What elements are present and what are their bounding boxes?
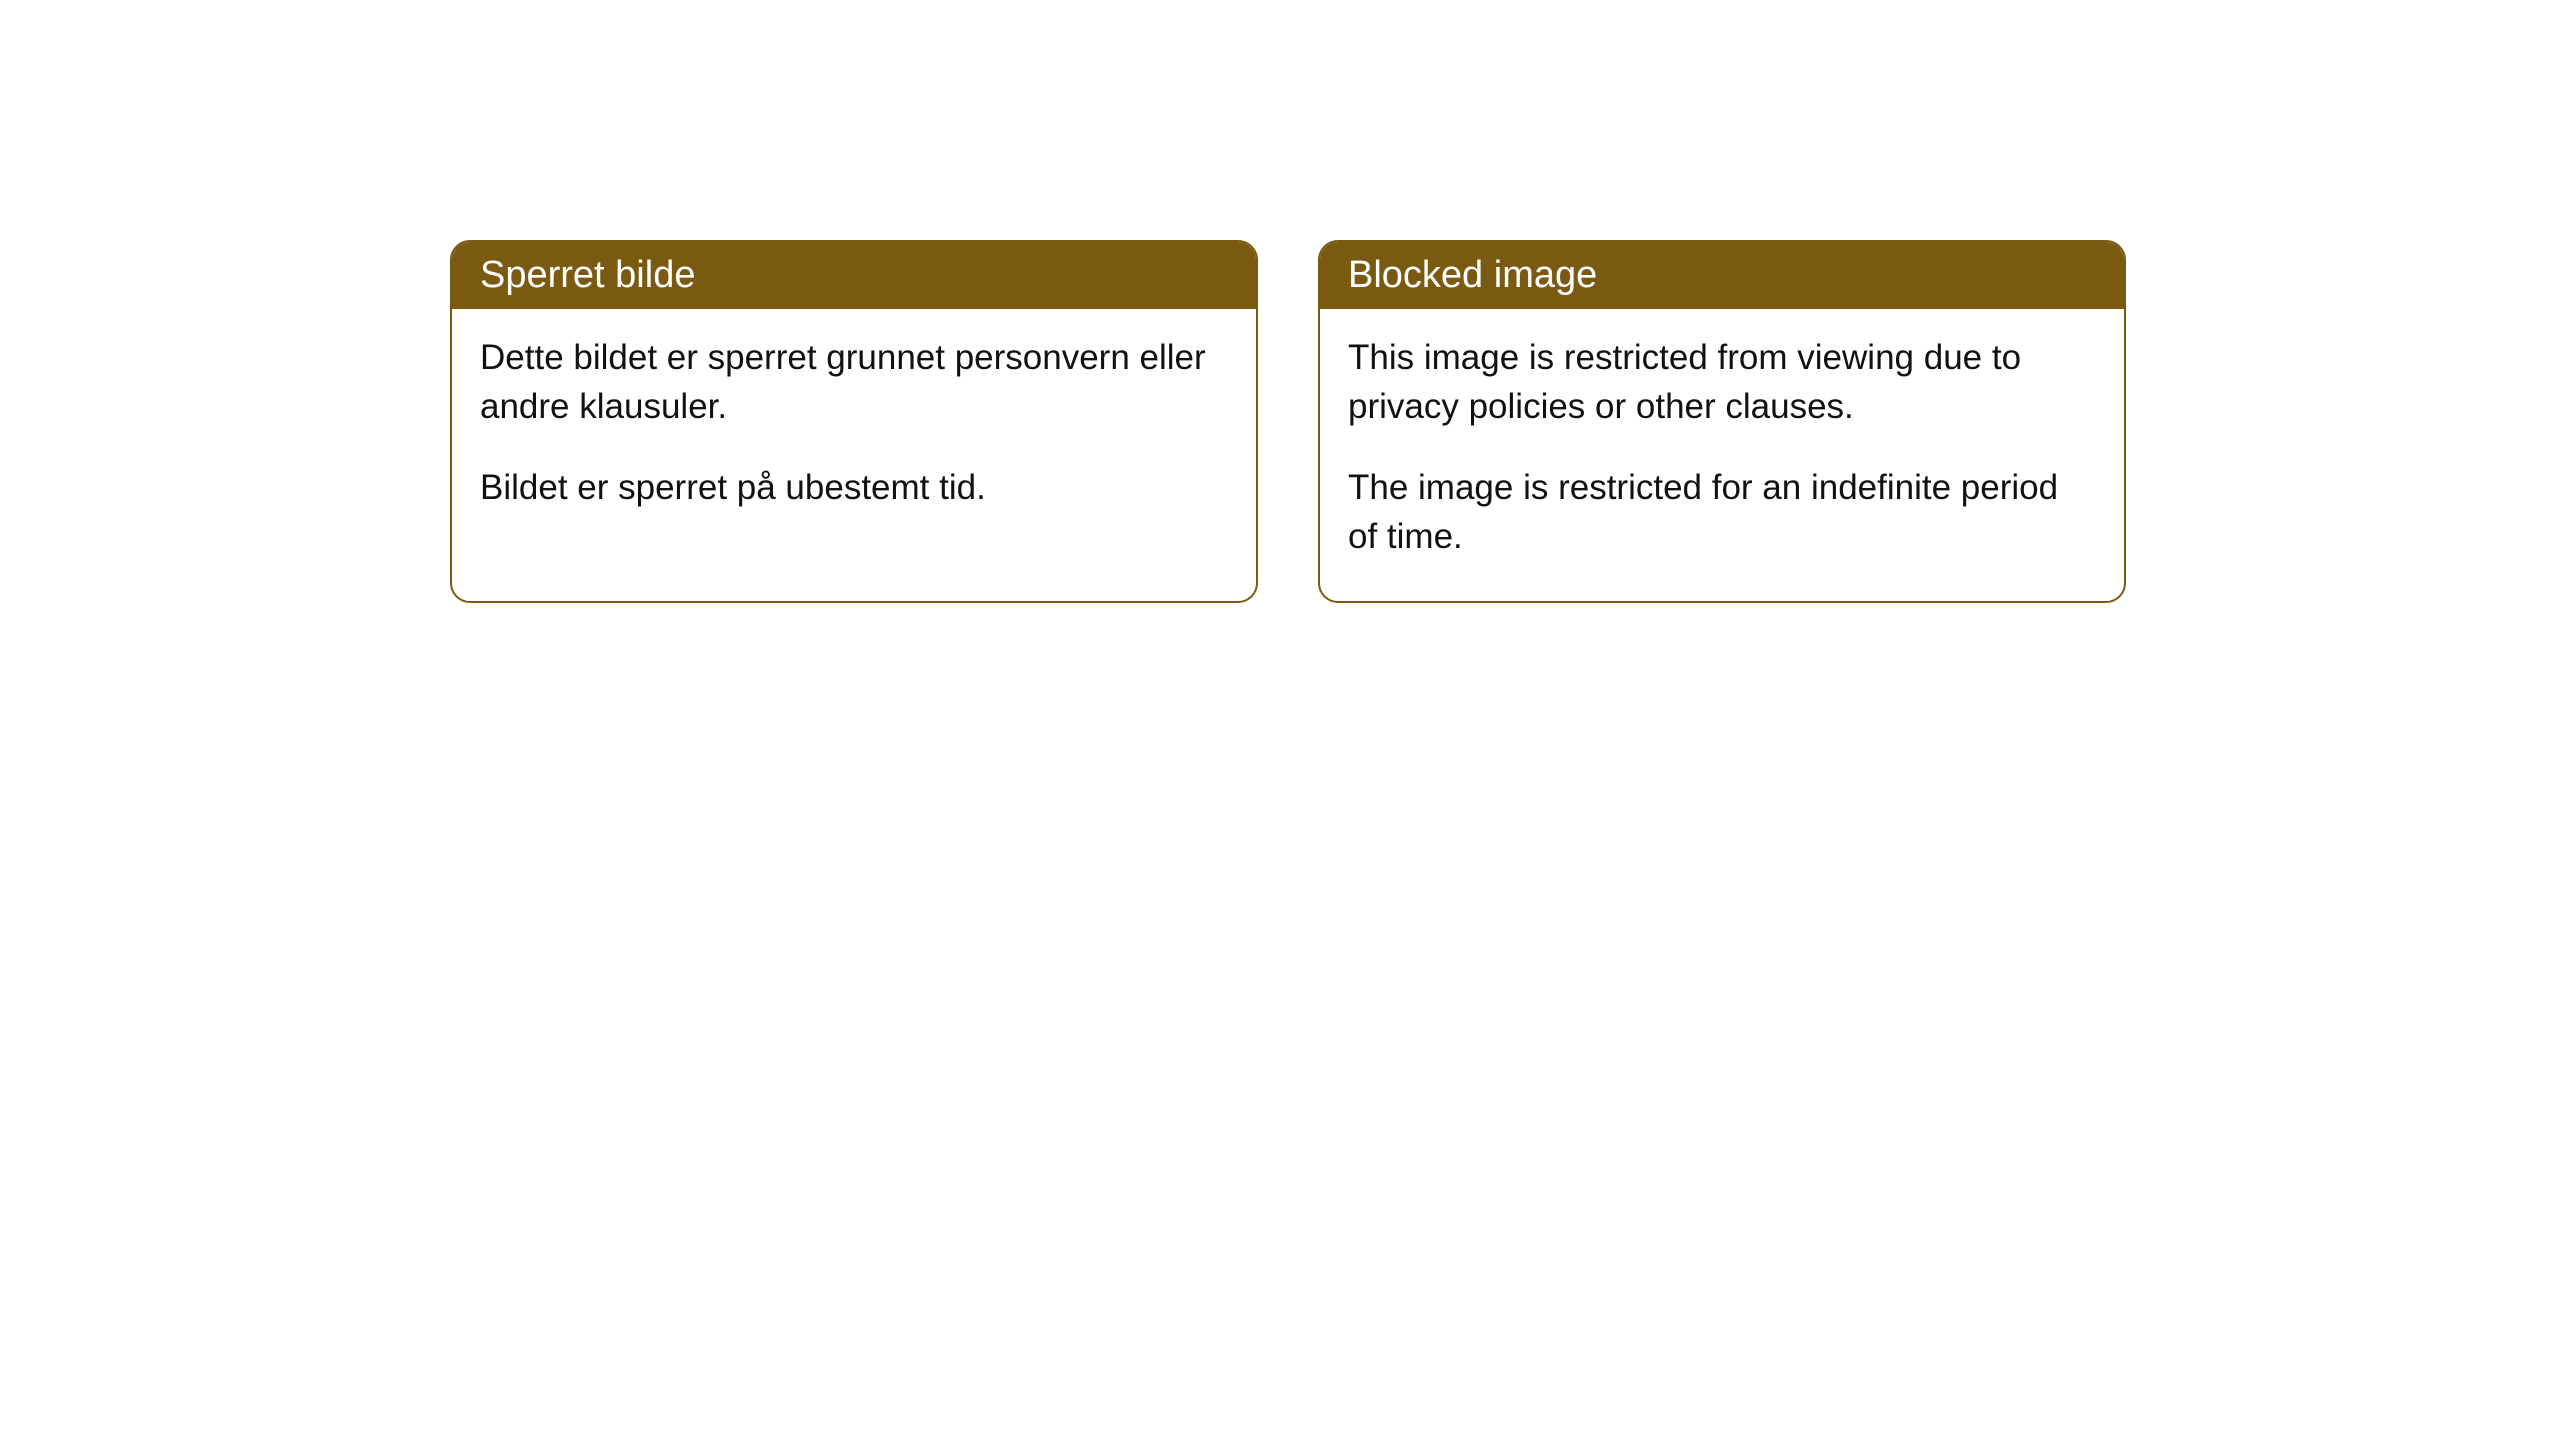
- card-title: Blocked image: [1348, 254, 1597, 296]
- card-header: Blocked image: [1320, 242, 2124, 309]
- card-title: Sperret bilde: [480, 254, 695, 296]
- card-paragraph: This image is restricted from viewing du…: [1348, 333, 2096, 431]
- blocked-image-card-english: Blocked image This image is restricted f…: [1318, 240, 2126, 603]
- card-body: This image is restricted from viewing du…: [1320, 309, 2124, 601]
- card-paragraph: Bildet er sperret på ubestemt tid.: [480, 463, 1228, 512]
- card-body: Dette bildet er sperret grunnet personve…: [452, 309, 1256, 552]
- cards-container: Sperret bilde Dette bildet er sperret gr…: [450, 240, 2126, 603]
- blocked-image-card-norwegian: Sperret bilde Dette bildet er sperret gr…: [450, 240, 1258, 603]
- card-paragraph: Dette bildet er sperret grunnet personve…: [480, 333, 1228, 431]
- card-header: Sperret bilde: [452, 242, 1256, 309]
- card-paragraph: The image is restricted for an indefinit…: [1348, 463, 2096, 561]
